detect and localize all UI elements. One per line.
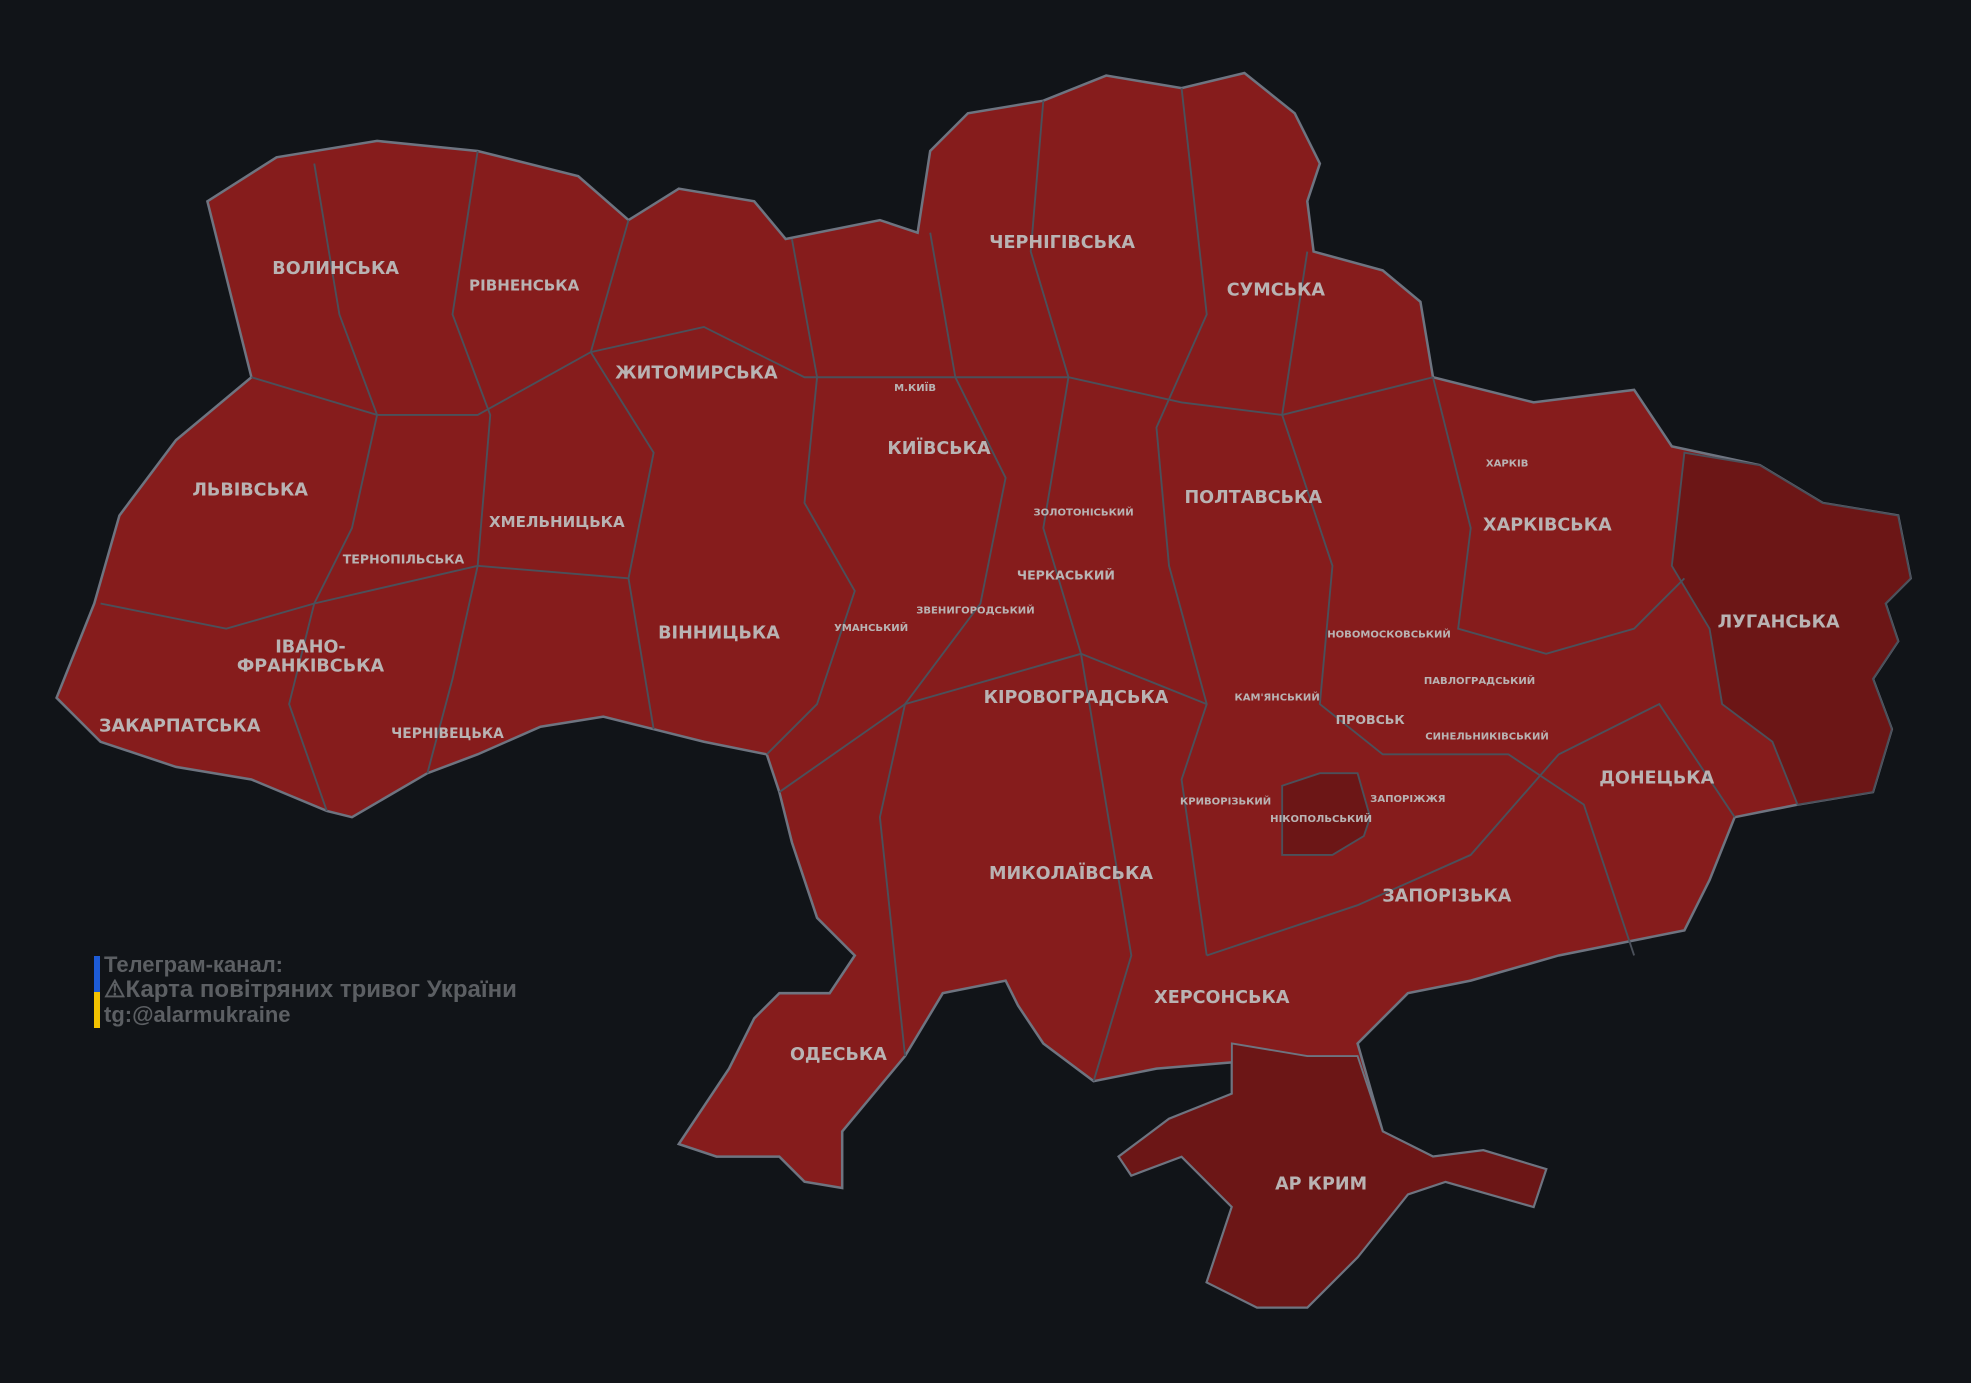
label-zakarpatska: ЗАКАРПАТСЬКА xyxy=(99,717,261,737)
label-chernivetska: ЧЕРНІВЕЦЬКА xyxy=(391,726,504,742)
label-nikopolsky: НІКОПОЛЬСЬКИЙ xyxy=(1270,812,1372,825)
label-rivnenska: РІВНЕНСЬКА xyxy=(469,277,580,295)
label-dniprovsky: ПРОВСЬК xyxy=(1336,712,1406,727)
telegram-credit: Телеграм-канал: ⚠Карта повітряних тривог… xyxy=(94,952,517,1028)
label-vinnytska: ВІННИЦЬКА xyxy=(658,624,780,644)
label-frankivska: ФРАНКІВСЬКА xyxy=(237,656,385,676)
label-luhanska: ЛУГАНСЬКА xyxy=(1718,612,1840,632)
label-crimea: АР КРИМ xyxy=(1275,1174,1367,1194)
label-kryvorizky: КРИВОРІЗЬКИЙ xyxy=(1180,795,1271,808)
label-lvivska: ЛЬВІВСЬКА xyxy=(192,480,308,500)
label-cherkasky: ЧЕРКАСЬКИЙ xyxy=(1017,568,1115,583)
label-zhytomyrska: ЖИТОМИРСЬКА xyxy=(615,364,778,384)
label-odeska: ОДЕСЬКА xyxy=(790,1045,887,1065)
label-umansky: УМАНСЬКИЙ xyxy=(834,621,908,634)
label-donetska: ДОНЕЦЬКА xyxy=(1599,768,1714,788)
label-volynska: ВОЛИНСЬКА xyxy=(272,259,399,279)
label-chernihivska: ЧЕРНІГІВСЬКА xyxy=(989,233,1135,253)
label-kyiv-city: М.КИЇВ xyxy=(894,380,936,394)
credit-line3[interactable]: tg:@alarmukraine xyxy=(104,1002,291,1027)
label-zaporizka: ЗАПОРІЗЬКА xyxy=(1382,886,1511,906)
nikopol-district-dark[interactable] xyxy=(1281,772,1372,856)
label-khersonska: ХЕРСОНСЬКА xyxy=(1154,988,1290,1008)
label-ivano: ІВАНО- xyxy=(275,638,346,658)
ukraine-flag-bar xyxy=(94,956,100,1028)
label-sumska: СУМСЬКА xyxy=(1227,281,1326,301)
label-kamiansky: КАМ'ЯНСЬКИЙ xyxy=(1234,690,1319,703)
credit-line2: ⚠Карта повітряних тривог України xyxy=(104,976,517,1003)
warning-icon: ⚠ xyxy=(104,976,126,1003)
label-mykolaivska: МИКОЛАЇВСЬКА xyxy=(989,862,1153,884)
label-kharkiv: ХАРКІВ xyxy=(1486,458,1529,469)
label-novomoskovsky: НОВОМОСКОВСЬКИЙ xyxy=(1327,627,1451,640)
label-poltavska: ПОЛТАВСЬКА xyxy=(1184,488,1322,508)
credit-line1: Телеграм-канал: xyxy=(104,952,284,977)
label-zaporizhzhia: ЗАПОРІЖЖЯ xyxy=(1370,794,1445,805)
label-ternopilska: ТЕРНОПІЛЬСЬКА xyxy=(343,551,465,566)
oblast-labels: ВОЛИНСЬКА РІВНЕНСЬКА ЖИТОМИРСЬКА ЧЕРНІГІ… xyxy=(99,233,1840,1195)
label-kyivska: КИЇВСЬКА xyxy=(887,437,991,459)
label-zolotonisky: ЗОЛОТОНІСЬКИЙ xyxy=(1033,506,1133,519)
oblast-borders xyxy=(100,88,1736,1082)
label-khmelnytska: ХМЕЛЬНИЦЬКА xyxy=(489,513,625,531)
crimea-region-dark[interactable] xyxy=(1117,1042,1548,1309)
label-synelnykivsky: СИНЕЛЬНИКІВСЬКИЙ xyxy=(1425,729,1549,742)
label-kharkivska: ХАРКІВСЬКА xyxy=(1483,516,1612,536)
label-kirovohradska: КІРОВОГРАДСЬКА xyxy=(984,688,1169,708)
district-labels: М.КИЇВ ХАРКІВ ЗОЛОТОНІСЬКИЙ ЧЕРКАСЬКИЙ З… xyxy=(834,380,1549,825)
label-zvenyhorodsky: ЗВЕНИГОРОДСЬКИЙ xyxy=(916,604,1034,617)
luhansk-region-dark[interactable] xyxy=(1670,451,1912,806)
label-pavlohradsky: ПАВЛОГРАДСЬКИЙ xyxy=(1424,674,1535,687)
